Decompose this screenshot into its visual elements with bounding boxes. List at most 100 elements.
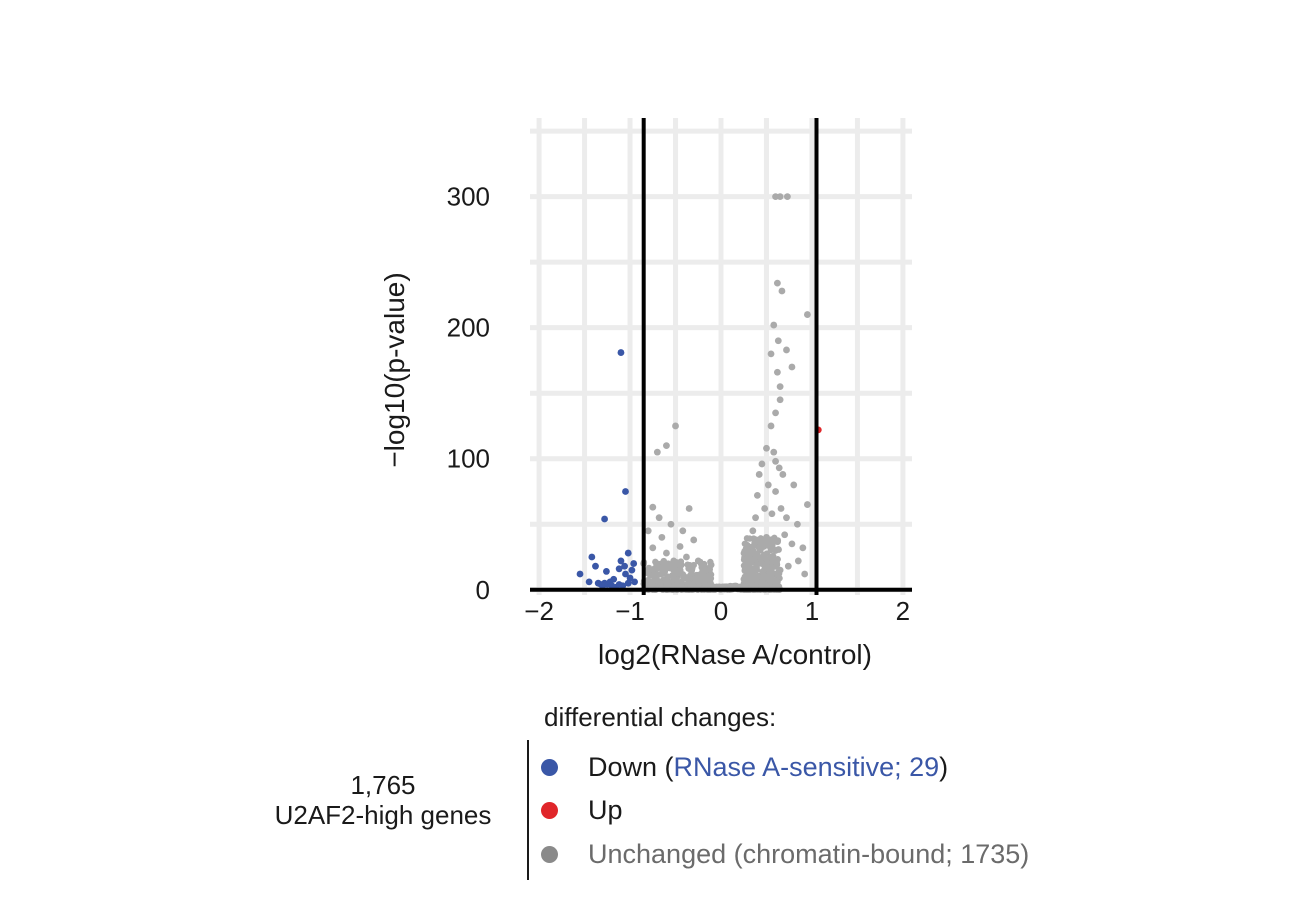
legend-note-down: RNase A-sensitive; 29 <box>673 752 940 782</box>
point-down <box>631 578 638 586</box>
point-unchanged-cluster <box>726 582 734 590</box>
point-unchanged <box>773 368 781 376</box>
point-down <box>608 582 616 590</box>
point-unchanged <box>761 505 769 512</box>
point-unchanged <box>663 549 670 557</box>
point-unchanged <box>683 553 690 561</box>
point-unchanged <box>783 193 791 201</box>
point-down <box>585 578 593 586</box>
point-unchanged <box>644 527 652 535</box>
point-unchanged <box>778 287 786 295</box>
legend-item-down: Down (RNase A-sensitive; 29) <box>541 752 948 783</box>
x-axis-label: log2(RNase A/control) <box>598 639 872 670</box>
point-unchanged <box>776 193 784 201</box>
point-down <box>624 579 632 587</box>
point-unchanged-cluster <box>758 582 765 589</box>
x-tick-label: 2 <box>896 596 910 626</box>
point-unchanged <box>752 514 759 522</box>
point-unchanged-cluster <box>678 561 685 569</box>
reference-lines <box>530 118 912 595</box>
gene-count-label: U2AF2-high genes <box>274 800 492 830</box>
point-down <box>626 574 634 582</box>
point-down <box>603 568 610 575</box>
point-unchanged <box>758 560 766 567</box>
point-unchanged-cluster <box>753 566 761 574</box>
point-down <box>617 557 625 565</box>
point-unchanged-cluster <box>759 568 766 575</box>
point-unchanged <box>649 544 657 552</box>
point-unchanged <box>773 279 781 287</box>
point-unchanged <box>749 527 757 535</box>
point-unchanged-cluster <box>684 561 691 568</box>
legend-dot-unchanged-icon <box>541 846 558 863</box>
grid <box>530 118 912 595</box>
point-down <box>592 562 599 570</box>
point-unchanged <box>777 505 785 512</box>
point-unchanged-cluster <box>746 535 753 542</box>
point-down <box>615 581 623 588</box>
point-unchanged-cluster <box>741 540 749 547</box>
point-unchanged <box>788 363 796 371</box>
point-unchanged <box>768 510 776 518</box>
point-unchanged <box>772 457 779 465</box>
x-tick-label: −1 <box>615 596 645 626</box>
legend-close-down: ) <box>939 752 949 782</box>
point-unchanged <box>783 346 790 354</box>
legend-label-down: Down ( <box>588 752 674 782</box>
point-unchanged <box>763 444 770 452</box>
point-unchanged <box>804 501 811 508</box>
point-unchanged-cluster <box>653 575 660 582</box>
point-unchanged-cluster <box>749 543 757 550</box>
point-unchanged-cluster <box>750 572 758 579</box>
point-unchanged-cluster <box>663 582 671 590</box>
point-unchanged <box>658 533 666 541</box>
point-unchanged <box>685 505 693 512</box>
point-unchanged <box>676 543 684 550</box>
point-unchanged-cluster <box>699 568 706 575</box>
legend-dot-up-icon <box>541 802 558 819</box>
point-unchanged-cluster <box>774 556 781 563</box>
point-unchanged <box>663 442 670 450</box>
point-unchanged <box>767 553 775 561</box>
point-unchanged-cluster <box>681 574 689 582</box>
point-unchanged <box>784 562 792 570</box>
point-unchanged-cluster <box>697 573 704 581</box>
point-unchanged-cluster <box>768 542 776 549</box>
point-unchanged <box>753 492 761 499</box>
y-tick-label: 0 <box>476 575 490 605</box>
point-unchanged <box>799 544 807 552</box>
legend-title: differential changes: <box>544 702 777 732</box>
point-down <box>628 566 636 574</box>
point-unchanged <box>694 557 702 565</box>
point-down <box>622 488 629 495</box>
point-unchanged <box>667 520 675 528</box>
point-unchanged-cluster <box>665 560 672 567</box>
point-unchanged-cluster <box>768 563 776 571</box>
point-down <box>617 349 625 356</box>
point-down <box>621 562 628 570</box>
point-unchanged <box>772 409 779 417</box>
y-tick-label: 200 <box>447 313 490 343</box>
point-unchanged <box>776 383 784 391</box>
point-unchanged <box>767 422 775 430</box>
axis-ticks: −2 −1 0 1 2 0 100 200 300 <box>447 182 911 626</box>
point-unchanged <box>783 514 790 522</box>
point-unchanged <box>794 520 801 528</box>
legend-dot-down-icon <box>541 759 558 776</box>
point-unchanged-cluster <box>677 566 684 574</box>
point-unchanged-cluster <box>762 573 769 581</box>
legend-item-up: Up <box>541 795 623 826</box>
point-unchanged <box>672 422 679 430</box>
y-tick-label: 100 <box>447 444 490 474</box>
point-unchanged <box>764 481 772 489</box>
gene-count-number: 1,765 <box>350 770 416 800</box>
point-unchanged <box>774 337 782 345</box>
point-unchanged <box>767 350 775 358</box>
point-unchanged <box>758 460 766 468</box>
point-unchanged <box>776 396 784 404</box>
point-unchanged-cluster <box>707 575 714 583</box>
point-unchanged <box>770 448 778 456</box>
point-unchanged <box>775 464 783 472</box>
point-down <box>576 570 584 578</box>
point-unchanged <box>790 481 798 489</box>
